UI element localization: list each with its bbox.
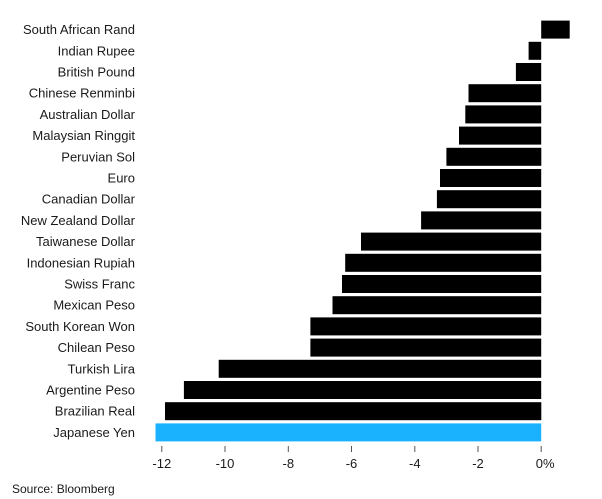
bar-brazilian-real — [165, 402, 542, 421]
category-label: Taiwanese Dollar — [36, 234, 136, 249]
bar-swiss-franc — [342, 275, 542, 293]
category-label: Brazilian Real — [55, 404, 135, 419]
bar-australian-dollar — [465, 105, 542, 124]
category-label: New Zealand Dollar — [21, 213, 136, 228]
x-tick-label: -8 — [283, 456, 295, 471]
bar-mexican-peso — [332, 296, 542, 315]
category-label: Argentine Peso — [46, 383, 135, 398]
category-label: Chinese Renminbi — [29, 86, 135, 101]
bar-euro — [440, 169, 542, 187]
category-label: Australian Dollar — [40, 107, 136, 122]
category-label: British Pound — [58, 65, 135, 80]
category-label: South African Rand — [23, 22, 135, 37]
bar-south-african-rand — [541, 20, 570, 39]
bar-indian-rupee — [528, 41, 542, 60]
category-label: Indonesian Rupiah — [27, 255, 135, 270]
category-label: Turkish Lira — [68, 361, 136, 376]
category-label: Malaysian Ringgit — [32, 128, 135, 143]
bar-british-pound — [515, 63, 542, 81]
bar-taiwanese-dollar — [361, 232, 542, 251]
bar-turkish-lira — [218, 359, 542, 378]
x-tick-label: -10 — [216, 456, 235, 471]
bar-japanese-yen — [155, 423, 542, 442]
category-labels: South African Rand Indian Rupee British Po… — [21, 22, 136, 440]
bar-argentine-peso — [183, 381, 542, 399]
bar-chilean-peso — [310, 338, 542, 357]
category-label: Indian Rupee — [58, 43, 135, 58]
x-tick-label: -2 — [472, 456, 484, 471]
category-label: Peruvian Sol — [61, 149, 135, 164]
category-label: Mexican Peso — [53, 298, 135, 313]
bar-chinese-renminbi — [468, 84, 542, 103]
x-tick-label: -6 — [346, 456, 358, 471]
x-tick-label: -12 — [152, 456, 171, 471]
bar-new-zealand-dollar — [421, 211, 542, 230]
x-tick-label: 0% — [536, 456, 555, 471]
category-label: Swiss Franc — [64, 277, 135, 292]
bar-indonesian-rupiah — [345, 253, 542, 272]
category-label: South Korean Won — [25, 319, 135, 334]
category-label: Chilean Peso — [58, 340, 135, 355]
bar-canadian-dollar — [436, 190, 542, 209]
source-note: Source: Bloomberg — [12, 482, 115, 496]
bar-malaysian-ringgit — [459, 126, 542, 145]
x-tick-label: -4 — [409, 456, 421, 471]
category-label: Canadian Dollar — [42, 192, 136, 207]
bars-group — [155, 20, 570, 442]
category-label: Euro — [108, 171, 135, 186]
x-axis-ticks: -12 -10 -8 -6 -4 -2 0% — [152, 446, 555, 471]
category-label: Japanese Yen — [53, 425, 135, 440]
bar-south-korean-won — [310, 317, 542, 336]
bar-peruvian-sol — [446, 147, 542, 166]
